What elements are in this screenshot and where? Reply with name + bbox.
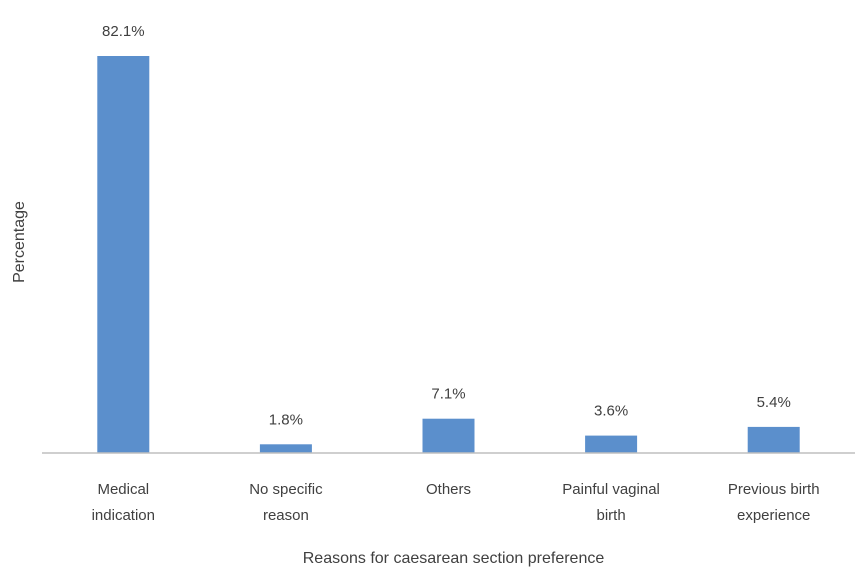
- category-label-line: experience: [737, 507, 810, 524]
- category-label-2: Others: [426, 481, 471, 498]
- y-axis-title: Percentage: [11, 201, 28, 283]
- category-label-0: Medical indication: [92, 481, 155, 524]
- data-label-3: 3.6%: [594, 403, 628, 420]
- data-label-1: 1.8%: [269, 411, 303, 428]
- x-axis-title: Reasons for caesarean section preference: [303, 550, 605, 567]
- bar-1: [259, 444, 312, 453]
- data-labels-group: 82.1% 1.8% 7.1% 3.6% 5.4%: [102, 23, 791, 428]
- category-label-line: Previous birth: [728, 481, 820, 498]
- category-label-line: No specific: [249, 481, 323, 498]
- category-label-3: Painful vaginal birth: [562, 481, 660, 524]
- bar-3: [585, 435, 638, 453]
- bar-4: [747, 426, 800, 453]
- data-label-2: 7.1%: [431, 386, 465, 403]
- category-label-line: indication: [92, 507, 155, 524]
- category-label-line: birth: [597, 507, 626, 524]
- data-label-0: 82.1%: [102, 23, 145, 40]
- bars-group: [97, 56, 800, 453]
- category-labels-group: Medical indication No specific reason Others…: [92, 481, 820, 524]
- category-label-line: Medical: [97, 481, 149, 498]
- category-label-1: No specific reason: [249, 481, 323, 524]
- bar-2: [422, 418, 475, 453]
- bar-0: [97, 56, 150, 453]
- data-label-4: 5.4%: [757, 394, 791, 411]
- category-label-line: Others: [426, 481, 471, 498]
- category-label-4: Previous birth experience: [728, 481, 820, 524]
- category-label-line: reason: [263, 507, 309, 524]
- category-label-line: Painful vaginal: [562, 481, 660, 498]
